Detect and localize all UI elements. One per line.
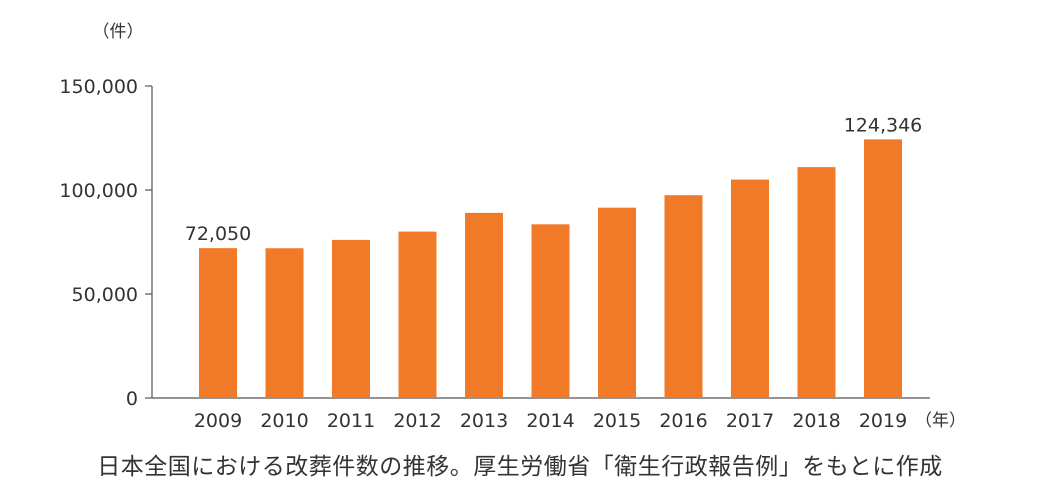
x-axis-labels: 2009 2010 2011 2012 2013 2014 2015 2016 2017 2018…	[194, 410, 907, 432]
x-tick-label: 2019	[859, 410, 907, 432]
chart-caption: 日本全国における改葬件数の推移。厚生労働省「衛生行政報告例」をもとに作成	[97, 454, 943, 480]
y-axis-unit-label: （件）	[93, 22, 144, 42]
x-tick-label: 2009	[194, 410, 242, 432]
bar	[531, 224, 570, 398]
data-label: 72,050	[185, 223, 251, 245]
bar	[199, 248, 237, 398]
bars-group	[199, 139, 902, 398]
x-axis-unit-label: （年）	[915, 411, 966, 431]
y-tick-label: 150,000	[59, 76, 138, 98]
y-axis-ticks: 0 50,000 100,000 150,000	[59, 76, 152, 410]
bar	[265, 248, 304, 398]
x-tick-label: 2014	[526, 410, 574, 432]
y-tick-label: 100,000	[59, 180, 138, 202]
x-tick-label: 2011	[327, 410, 375, 432]
x-tick-label: 2010	[260, 410, 308, 432]
x-tick-label: 2016	[659, 410, 707, 432]
x-tick-label: 2018	[792, 410, 840, 432]
bar	[465, 212, 503, 398]
bar	[398, 231, 437, 398]
bar	[598, 207, 636, 398]
y-tick-label: 50,000	[72, 284, 138, 306]
bar	[731, 179, 769, 398]
data-labels-group: 72,050 124,346	[185, 114, 923, 245]
data-label: 124,346	[844, 114, 923, 136]
x-tick-label: 2015	[593, 410, 641, 432]
bar	[864, 139, 902, 398]
x-tick-label: 2012	[393, 410, 441, 432]
bar	[797, 167, 836, 398]
x-tick-label: 2013	[460, 410, 508, 432]
x-tick-label: 2017	[726, 410, 774, 432]
bar	[332, 239, 370, 398]
y-tick-label: 0	[126, 388, 138, 410]
bar	[664, 195, 703, 398]
